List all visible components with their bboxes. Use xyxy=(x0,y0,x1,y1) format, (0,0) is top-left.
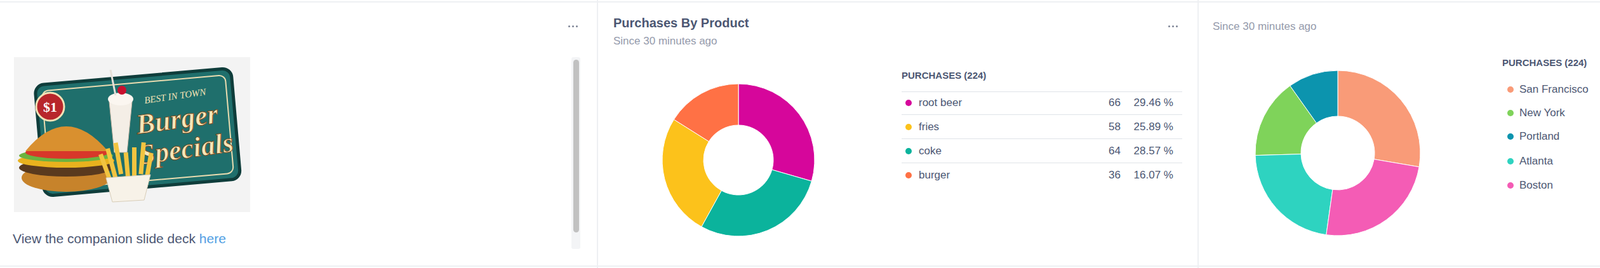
html-text:29.46 %: 29.46 % xyxy=(1133,96,1174,109)
html-text:58: 58 xyxy=(1108,120,1121,133)
html-text:Atlanta: Atlanta xyxy=(1519,154,1553,167)
html-text:28.57 %: 28.57 % xyxy=(1133,144,1174,157)
html-text:Boston: Boston xyxy=(1519,179,1553,192)
html-text:coke: coke xyxy=(918,144,942,157)
html-text:New York: New York xyxy=(1519,106,1565,119)
html-text:66: 66 xyxy=(1108,96,1121,109)
html-text:Since 30 minutes ago: Since 30 minutes ago xyxy=(1212,20,1317,33)
html-text:PURCHASES (224): PURCHASES (224) xyxy=(1502,57,1587,68)
html-text:San Francisco: San Francisco xyxy=(1519,83,1589,96)
html-text:64: 64 xyxy=(1108,144,1121,157)
html-text:Portland: Portland xyxy=(1519,130,1560,143)
svg-text:Specials: Specials xyxy=(137,126,235,171)
svg-text:BEST IN TOWN: BEST IN TOWN xyxy=(143,86,207,106)
html-text:25.89 %: 25.89 % xyxy=(1133,120,1174,133)
html-text:Since 30 minutes ago: Since 30 minutes ago xyxy=(613,34,718,47)
html-text:View the companion slide deck: View the companion slide deck here xyxy=(12,231,226,246)
html-text:16.07 %: 16.07 % xyxy=(1133,168,1174,181)
html-text:36: 36 xyxy=(1108,168,1121,181)
html-text:burger: burger xyxy=(918,168,950,181)
html-text:PURCHASES (224): PURCHASES (224) xyxy=(901,69,987,81)
html-text:fries: fries xyxy=(918,120,940,133)
html-text:root beer: root beer xyxy=(918,96,962,109)
svg-text:Burger: Burger xyxy=(134,98,220,141)
svg-text:$1: $1 xyxy=(43,99,58,115)
html-text:Purchases By Product: Purchases By Product xyxy=(613,15,749,30)
